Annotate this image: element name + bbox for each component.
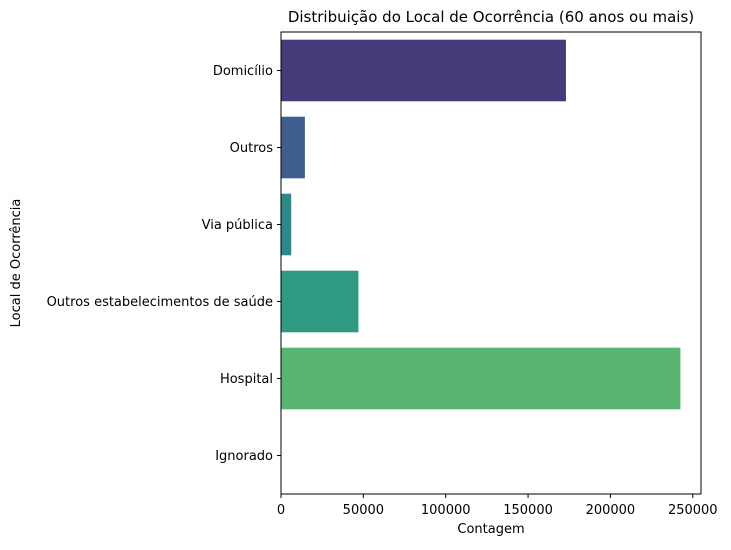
chart-title: Distribuição do Local de Ocorrência (60 … [288,8,694,26]
bar-1 [281,116,305,179]
x-tick-label: 200000 [586,503,636,518]
y-tick-label: Outros estabelecimentos de saúde [47,295,273,310]
y-tick-label: Hospital [220,372,273,387]
y-axis-ticks: Domicílio Outros Via pública Outros estabel… [47,64,281,464]
x-axis-ticks: 0 50000 100000 150000 200000 250000 [277,494,718,518]
x-tick-label: 150000 [503,503,553,518]
x-tick-label: 0 [277,503,285,518]
x-tick-label: 50000 [343,503,384,518]
bar-4 [281,347,681,410]
plot-area-frame [280,31,702,495]
bars-layer [281,39,681,410]
bar-3 [281,270,359,333]
x-tick-label: 250000 [668,503,718,518]
x-tick-label: 100000 [421,503,471,518]
y-tick-label: Domicílio [213,64,273,79]
y-axis-label: Local de Ocorrência [9,199,24,328]
y-tick-label: Ignorado [215,449,273,464]
x-axis-label: Contagem [457,522,524,537]
y-tick-label: Outros [230,141,274,156]
y-tick-label: Via pública [202,218,273,233]
bar-2 [281,193,292,256]
bar-0 [281,39,566,102]
